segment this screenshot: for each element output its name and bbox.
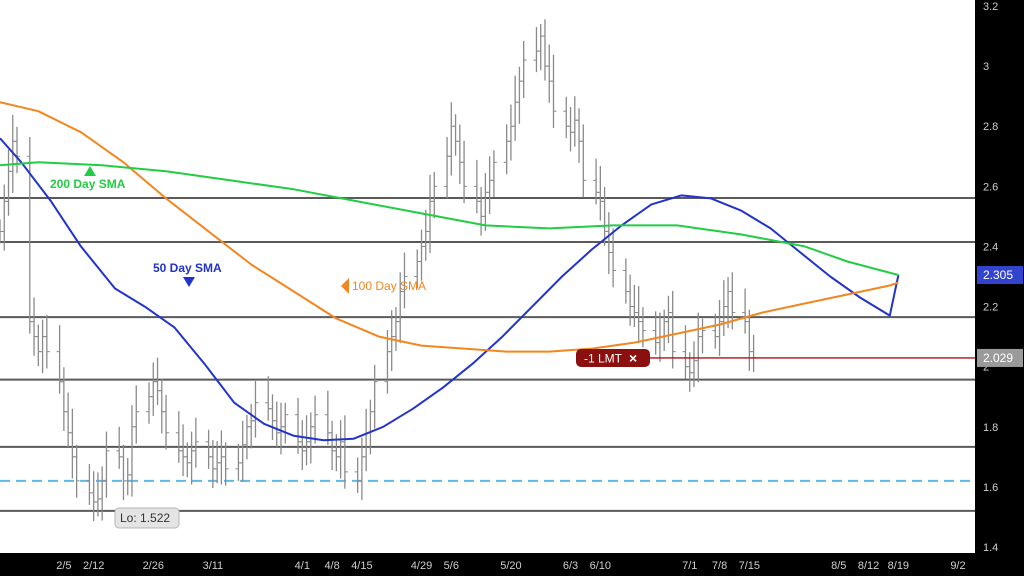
y-tick-label: 3 [983, 61, 989, 73]
x-tick-label: 8/19 [888, 560, 909, 572]
y-tick-label: 1.4 [983, 542, 998, 554]
sma100-label: 100 Day SMA [352, 279, 426, 293]
sma200-label: 200 Day SMA [50, 177, 126, 191]
sma50-line[interactable] [0, 137, 900, 442]
x-tick-label: 5/20 [500, 560, 521, 572]
x-tick-label: 3/11 [203, 560, 224, 572]
last-price-tag[interactable] [977, 265, 1023, 284]
x-tick-label: 7/8 [712, 560, 727, 572]
y-axis-panel [975, 0, 1024, 576]
sma100-line[interactable] [0, 101, 899, 353]
y-tick-label: 1.8 [983, 422, 998, 434]
x-tick-label: 4/8 [324, 560, 339, 572]
x-tick-label: 6/10 [590, 560, 611, 572]
y-tick-label: 2 [983, 362, 989, 374]
y-tick-label: 1.6 [983, 482, 998, 494]
y-tick-label: 2.8 [983, 121, 998, 133]
sma50-label: 50 Day SMA [153, 261, 222, 275]
x-tick-label: 8/5 [831, 560, 846, 572]
order-tag[interactable] [576, 348, 650, 367]
x-tick-label: 8/12 [858, 560, 879, 572]
order-price-tag[interactable] [977, 348, 1023, 367]
y-tick-label: 2.4 [983, 241, 998, 253]
y-tick-label: 3.2 [983, 1, 998, 13]
x-axis-panel [0, 553, 1024, 576]
x-tick-label: 2/12 [83, 560, 104, 572]
sma200-marker-icon [84, 166, 96, 176]
last-price-tag-label: 2.305 [983, 268, 1013, 282]
x-tick-label: 4/29 [411, 560, 432, 572]
y-tick-label: 2.2 [983, 302, 998, 314]
order-tag-label: -1 LMT [584, 351, 623, 365]
x-tick-label: 6/3 [563, 560, 578, 572]
x-tick-label: 5/6 [444, 560, 459, 572]
sma50-marker-icon [183, 277, 195, 287]
x-tick-label: 2/5 [56, 560, 71, 572]
low-tag-label: Lo: 1.522 [120, 511, 170, 525]
x-tick-label: 2/26 [143, 560, 164, 572]
x-tick-label: 9/2 [950, 560, 965, 572]
sma200-line[interactable] [0, 161, 899, 276]
sma100-marker-icon [341, 278, 349, 294]
order-cancel-icon[interactable]: × [629, 350, 637, 366]
x-tick-label: 7/1 [682, 560, 697, 572]
y-tick-label: 2.6 [983, 181, 998, 193]
x-tick-label: 4/1 [295, 560, 310, 572]
x-tick-label: 7/15 [739, 560, 760, 572]
low-tag[interactable] [114, 507, 180, 529]
x-tick-label: 4/15 [351, 560, 372, 572]
order-price-tag-label: 2.029 [983, 351, 1013, 365]
